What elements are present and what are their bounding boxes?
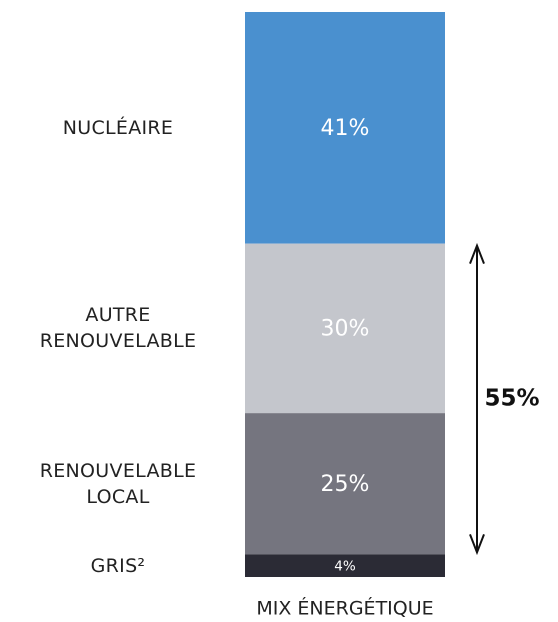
bar-segment: [245, 12, 445, 244]
bar-segment: [245, 554, 445, 577]
annotation: 55%: [484, 386, 539, 412]
bar-segment: [245, 243, 445, 414]
series-label: AUTRE RENOUVELABLE: [39, 304, 197, 353]
series-label: GRIS²: [90, 554, 146, 577]
bar-segment: [245, 413, 445, 555]
value-label: 25%: [321, 472, 370, 497]
series-label: RENOUVELABLE LOCAL: [39, 459, 197, 508]
x-axis-label: MIX ÉNERGÉTIQUE: [256, 597, 433, 620]
arrow-head: [469, 534, 485, 556]
series-label: NUCLÉAIRE: [62, 116, 174, 139]
value-label: 4%: [334, 559, 356, 575]
value-label: 30%: [321, 316, 370, 341]
arrow-head: [469, 242, 485, 265]
value-label: 41%: [321, 116, 370, 141]
